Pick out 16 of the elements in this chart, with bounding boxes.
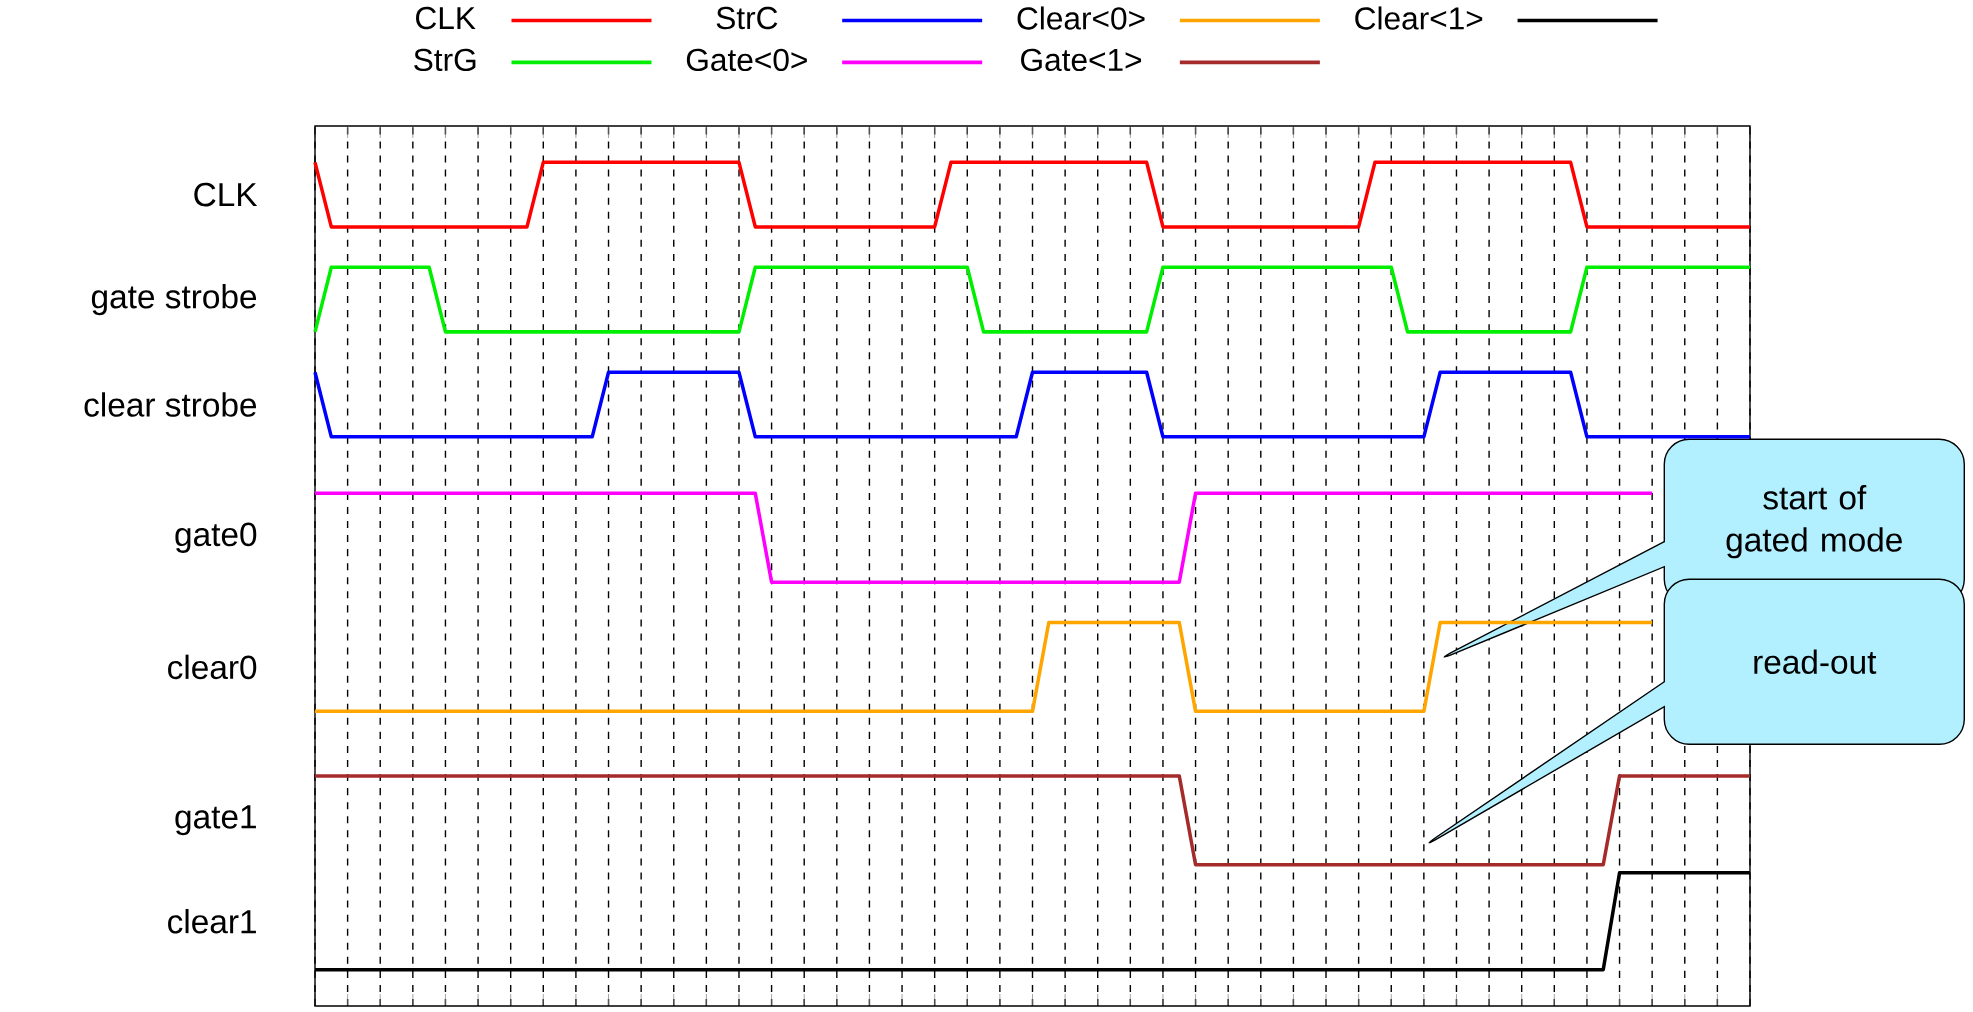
legend-label: Clear<0> bbox=[1017, 6, 1145, 30]
text: gate0 bbox=[175, 522, 257, 553]
text: gate1 bbox=[175, 805, 256, 836]
legend-label: Gate<1> bbox=[1021, 48, 1142, 72]
legend-label: Clear<1> bbox=[1355, 6, 1483, 30]
text: clear strobe bbox=[84, 392, 257, 417]
legend-label: Gate<0> bbox=[686, 48, 807, 72]
legend-label: StrC bbox=[716, 6, 778, 30]
legend-label: StrG bbox=[414, 48, 476, 72]
legend-label: CLK bbox=[416, 6, 476, 30]
text: gate strobe bbox=[91, 284, 257, 316]
annotation: read-out bbox=[1754, 649, 1877, 674]
text: clear1 bbox=[168, 908, 256, 934]
text: CLK bbox=[194, 182, 258, 207]
annotation: start of gated mode bbox=[1726, 485, 1902, 559]
text: clear0 bbox=[168, 654, 257, 680]
